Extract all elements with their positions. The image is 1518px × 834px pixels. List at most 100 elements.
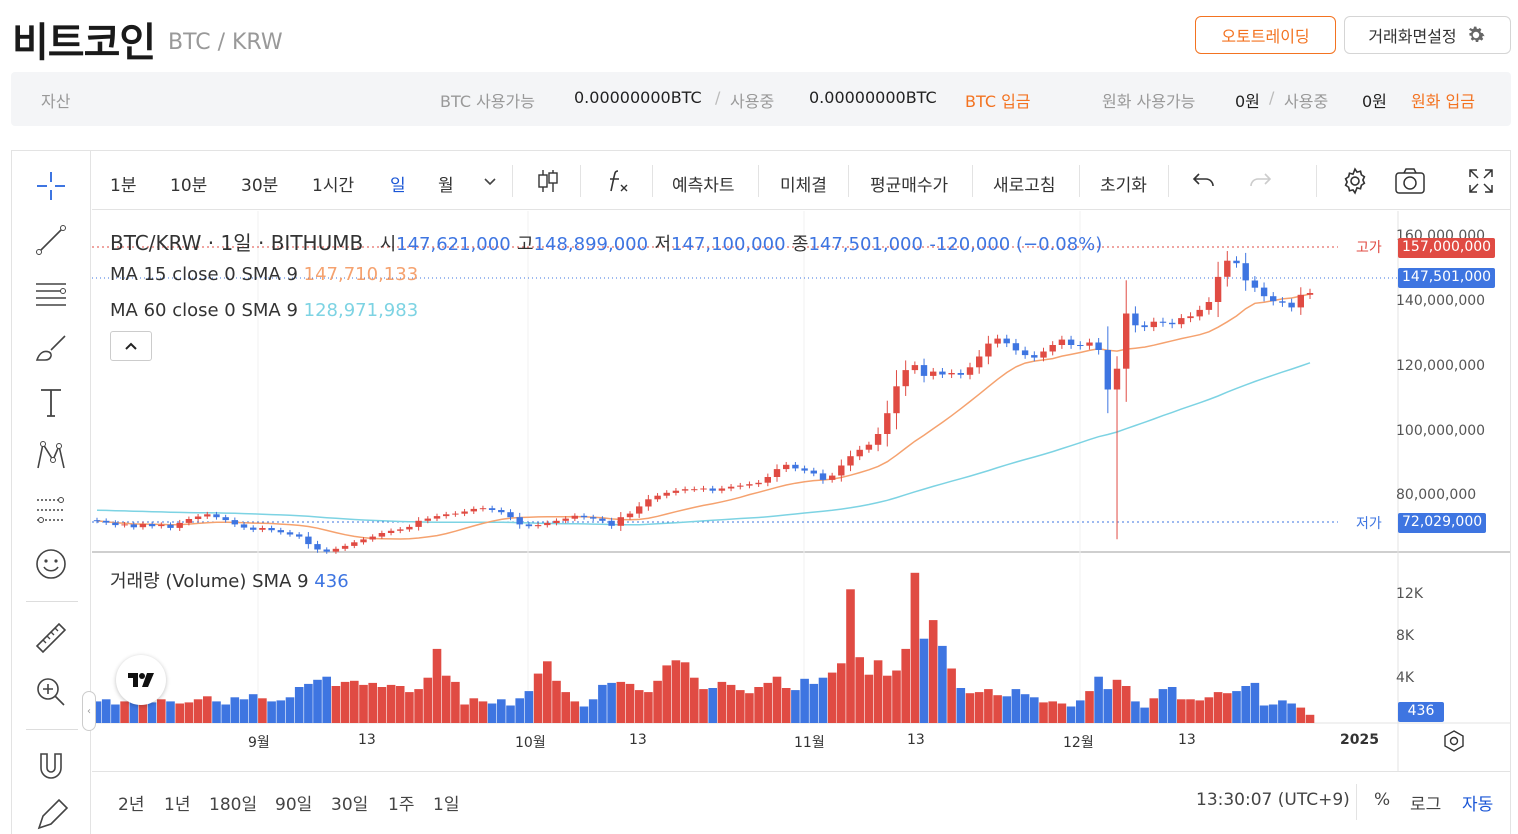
screenshot-button[interactable] — [1394, 165, 1426, 197]
range-180d[interactable]: 180일 — [209, 795, 258, 815]
candle-body — [470, 508, 477, 512]
brush-tool[interactable] — [32, 329, 70, 367]
volume-bar — [1131, 701, 1140, 723]
auto-toggle[interactable]: 자동 — [1462, 795, 1494, 815]
scale-settings-button[interactable] — [1442, 729, 1466, 757]
candle-body — [792, 464, 799, 469]
crosshair-tool[interactable] — [32, 167, 70, 205]
trend-line-tool[interactable] — [32, 221, 70, 259]
pencil-icon — [37, 798, 69, 830]
volume-bar — [359, 684, 368, 723]
page-title: 비트코인 — [12, 20, 156, 66]
interval-day[interactable]: 일 — [390, 176, 406, 196]
magnet-tool[interactable] — [32, 747, 70, 785]
candles-icon — [538, 170, 558, 192]
candle-body — [709, 488, 716, 491]
volume-bar — [791, 690, 800, 723]
candle-body — [1150, 321, 1157, 328]
chart-frame: 1분 10분 30분 1시간 일 월 예측차트 미체결 평균매수가 새로고침 초… — [11, 150, 1511, 834]
volume-tick: 8K — [1396, 628, 1415, 644]
indicators-button[interactable] — [602, 165, 634, 197]
volume-bar — [984, 689, 993, 723]
candle-body — [461, 511, 468, 514]
interval-month[interactable]: 월 — [438, 176, 454, 196]
interval-1h[interactable]: 1시간 — [312, 176, 355, 196]
candle-body — [829, 475, 836, 480]
trend-line-icon — [36, 225, 66, 255]
range-2y[interactable]: 2년 — [118, 795, 145, 815]
range-bar: 2년 1년 180일 90일 30일 1주 1일 13:30:07 (UTC+9… — [92, 771, 1510, 834]
range-1d[interactable]: 1일 — [433, 795, 460, 815]
candle-body — [121, 524, 128, 526]
candle-body — [498, 510, 505, 513]
reset-button[interactable]: 초기화 — [1100, 176, 1147, 196]
interval-30m[interactable]: 30분 — [241, 176, 279, 196]
fullscreen-button[interactable] — [1465, 165, 1497, 197]
horizontal-lines-tool[interactable] — [32, 275, 70, 313]
drawing-toolbar — [12, 151, 91, 834]
candle-body — [443, 514, 450, 517]
range-1w[interactable]: 1주 — [388, 795, 415, 815]
tradingview-logo[interactable] — [116, 655, 166, 705]
candle-body — [1196, 309, 1203, 317]
pattern-tool[interactable] — [32, 437, 70, 475]
header: 비트코인 BTC / KRW 오토트레이딩 거래화면설정 — [0, 0, 1518, 70]
ma60-label: MA 60 close 0 SMA 9 — [110, 300, 298, 321]
candle-body — [314, 544, 321, 550]
redo-button[interactable] — [1244, 165, 1276, 197]
chart-type-button[interactable] — [532, 165, 564, 197]
forecast-chart-button[interactable]: 예측차트 — [672, 176, 735, 196]
volume-bar — [588, 699, 598, 723]
low-price-tag: 72,029,000 — [1398, 513, 1487, 533]
volume-bar — [938, 645, 947, 723]
toolbar-divider — [848, 165, 849, 197]
percent-toggle[interactable]: % — [1374, 790, 1391, 810]
auto-trading-button[interactable]: 오토트레이딩 — [1195, 16, 1336, 54]
collapse-legend-button[interactable] — [110, 331, 152, 361]
interval-dropdown[interactable] — [474, 165, 506, 197]
volume-bar — [267, 701, 276, 723]
candle-body — [847, 456, 854, 466]
lock-drawing-tool[interactable] — [32, 797, 70, 834]
emoji-tool[interactable] — [32, 545, 70, 583]
fib-tool[interactable] — [32, 491, 70, 529]
range-1y[interactable]: 1년 — [164, 795, 191, 815]
text-tool[interactable] — [32, 383, 70, 421]
range-90d[interactable]: 90일 — [275, 795, 313, 815]
undo-button[interactable] — [1188, 165, 1220, 197]
interval-1m[interactable]: 1분 — [110, 176, 137, 196]
btc-available-value: 0.00000000BTC — [574, 88, 702, 107]
camera-icon — [1395, 168, 1425, 194]
refresh-button[interactable]: 새로고침 — [993, 176, 1056, 196]
krw-deposit-link[interactable]: 원화 입금 — [1411, 92, 1475, 111]
candle-body — [737, 485, 744, 487]
volume-bar — [1030, 697, 1039, 723]
range-30d[interactable]: 30일 — [331, 795, 369, 815]
zoom-tool[interactable] — [32, 673, 70, 711]
time-tick: 9월 — [248, 735, 270, 751]
chart-settings-button[interactable] — [1339, 165, 1371, 197]
time-tick: 11월 — [794, 735, 825, 751]
btc-deposit-link[interactable]: BTC 입금 — [965, 92, 1031, 111]
toolbar-divider — [1356, 784, 1357, 820]
candle-body — [1058, 339, 1066, 345]
candle-body — [305, 536, 312, 545]
ma15-label: MA 15 close 0 SMA 9 — [110, 264, 298, 285]
volume-bar — [1103, 689, 1113, 723]
volume-bar — [248, 694, 258, 723]
btc-available-label: BTC 사용가능 — [440, 92, 535, 111]
volume-bar — [1011, 689, 1021, 723]
price-chart[interactable] — [92, 211, 1510, 771]
volume-bar — [956, 688, 966, 723]
log-toggle[interactable]: 로그 — [1410, 795, 1442, 815]
measure-tool[interactable] — [32, 619, 70, 657]
candle-body — [222, 517, 229, 521]
screen-settings-button[interactable]: 거래화면설정 — [1344, 16, 1511, 54]
krw-available-label: 원화 사용가능 — [1102, 92, 1196, 111]
expand-toolbar-button[interactable]: ‹ — [82, 691, 96, 731]
avg-price-button[interactable]: 평균매수가 — [870, 176, 949, 196]
candle-body — [323, 549, 330, 552]
unfilled-orders-button[interactable]: 미체결 — [780, 176, 827, 196]
interval-10m[interactable]: 10분 — [170, 176, 208, 196]
candle-body — [1123, 313, 1130, 369]
